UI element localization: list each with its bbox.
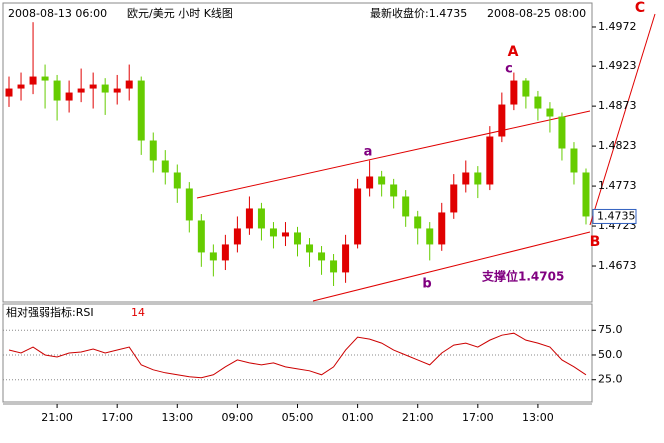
annotation: c [505, 62, 513, 77]
candle-body [534, 96, 542, 109]
last-close: 最新收盘价:1.4735 [370, 6, 467, 20]
x-tick-label: 05:00 [282, 411, 314, 424]
candle-body [474, 172, 482, 185]
candle-body [245, 208, 253, 229]
candle-body [426, 228, 434, 245]
end-time: 2008-08-25 08:00 [487, 7, 586, 20]
candle-body [318, 252, 326, 261]
candle-body [522, 80, 530, 97]
rsi-line [8, 332, 587, 379]
annotation: 支撑位1.4705 [481, 269, 564, 284]
candle-body [41, 76, 49, 81]
candle-body [366, 176, 374, 189]
candle-body [17, 84, 25, 89]
x-tick-label: 17:00 [462, 411, 494, 424]
candle-body [546, 108, 554, 117]
candle-body [510, 80, 518, 105]
annotation: B [590, 234, 601, 250]
candle-body [101, 84, 109, 93]
annotation: a [364, 145, 373, 160]
y-tick-label: 1.4923 [598, 59, 637, 72]
candle-body [5, 88, 13, 97]
candle-body [161, 160, 169, 173]
rsi-panel [2, 303, 593, 403]
y-tick-label: 75.0 [598, 323, 623, 336]
y-tick-label: 1.4673 [598, 259, 637, 272]
candle-body [378, 176, 386, 185]
x-tick-label: 13:00 [522, 411, 554, 424]
candle-body [185, 188, 193, 221]
candle-body [438, 212, 446, 245]
last-price-label: 1.4735 [597, 209, 636, 222]
candle-body [221, 244, 229, 261]
candle-body [582, 172, 590, 217]
y-tick-label: 1.4972 [598, 20, 637, 33]
rsi-title: 相对强弱指标:RSI [6, 305, 94, 319]
candle-body [354, 188, 362, 245]
candle-body [281, 232, 289, 237]
candle-body [498, 104, 506, 137]
candle-body [197, 220, 205, 253]
candle-body [89, 84, 97, 89]
candle-body [209, 252, 217, 261]
price-panel [2, 2, 593, 303]
candle-body [149, 140, 157, 161]
x-tick-label: 21:00 [402, 411, 434, 424]
candle-body [77, 88, 85, 93]
candle-body [294, 232, 301, 245]
x-tick-label: 17:00 [101, 411, 133, 424]
y-tick-label: 1.4823 [598, 139, 637, 152]
y-tick-label: 25.0 [598, 373, 623, 386]
candle-body [414, 216, 422, 229]
candle-body [306, 244, 314, 253]
candle-body [558, 116, 566, 149]
y-tick-label: 1.4773 [598, 179, 637, 192]
annotation: A [508, 44, 519, 60]
rsi-period: 14 [131, 306, 145, 319]
candle-body [342, 244, 350, 273]
x-tick-label: 13:00 [161, 411, 193, 424]
candle-body [257, 208, 265, 229]
candle-body [173, 172, 181, 189]
y-tick-label: 50.0 [598, 348, 623, 361]
last-price-box [592, 208, 637, 224]
x-tick-label: 09:00 [222, 411, 254, 424]
chart-title: 欧元/美元 小时 K线图 [127, 6, 233, 20]
candle-body [65, 92, 73, 101]
candle-body [269, 228, 277, 237]
channel-lower [312, 231, 591, 302]
candle-body [390, 184, 398, 197]
candle-body [402, 196, 410, 217]
candle-body [462, 172, 470, 185]
candle-body [233, 228, 241, 245]
y-tick-label: 1.4873 [598, 99, 637, 112]
x-tick-label: 21:00 [41, 411, 73, 424]
candle-body [125, 80, 133, 89]
channel-upper [196, 110, 591, 199]
annotation: b [422, 277, 431, 292]
candle-body [486, 136, 494, 185]
candle-body [450, 184, 458, 213]
start-time: 2008-08-13 06:00 [8, 7, 107, 20]
projection-line [589, 13, 656, 226]
candle-body [113, 88, 121, 93]
candle-body [330, 260, 338, 273]
x-tick-label: 01:00 [342, 411, 374, 424]
candle-body [53, 80, 61, 101]
annotation: C [635, 0, 645, 16]
candle-body [570, 148, 578, 173]
candle-body [29, 76, 37, 85]
candle-body [137, 80, 145, 141]
